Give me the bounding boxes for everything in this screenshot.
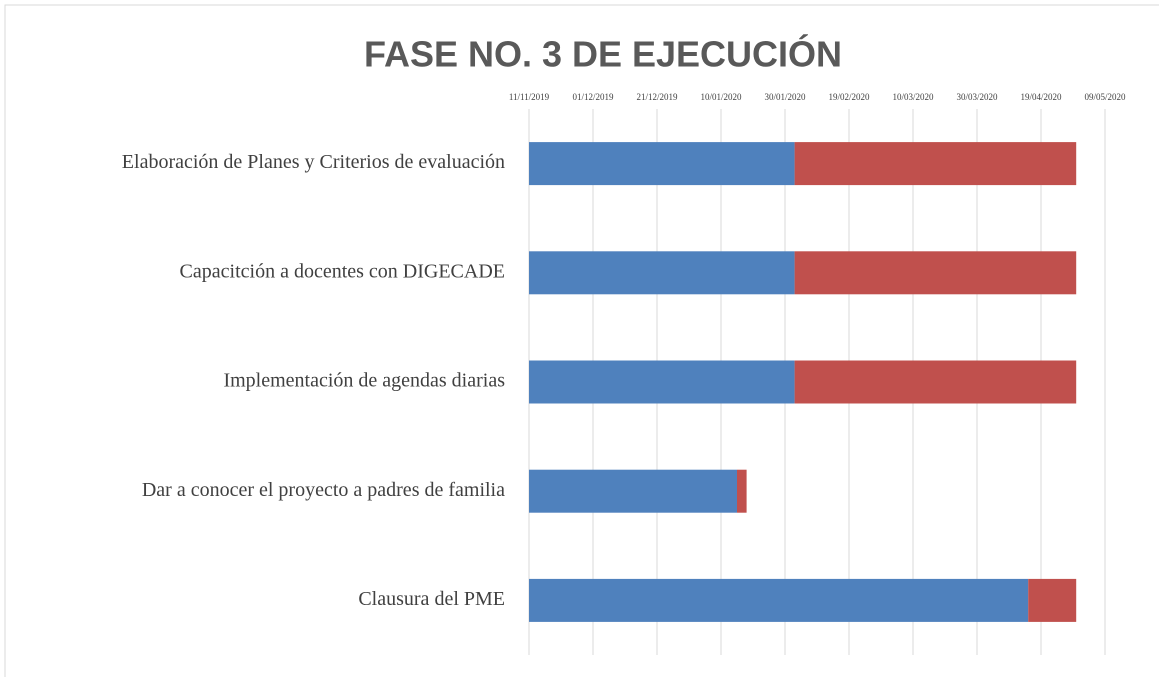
bar-segment xyxy=(1028,578,1077,622)
bar-segment xyxy=(737,469,747,513)
bar-segment xyxy=(529,360,795,404)
x-tick-label: 19/04/2020 xyxy=(1020,92,1062,102)
bar-segment xyxy=(529,251,795,295)
category-label: Clausura del PME xyxy=(358,588,505,610)
x-tick-label: 30/03/2020 xyxy=(956,92,998,102)
x-tick-label: 19/02/2020 xyxy=(828,92,870,102)
x-tick-label: 10/03/2020 xyxy=(892,92,934,102)
x-tick-label: 30/01/2020 xyxy=(764,92,806,102)
category-label: Dar a conocer el proyecto a padres de fa… xyxy=(142,479,505,501)
x-tick-label: 11/11/2019 xyxy=(509,92,550,102)
category-label: Capacitción a docentes con DIGECADE xyxy=(180,260,505,282)
x-tick-label: 09/05/2020 xyxy=(1084,92,1126,102)
category-label: Elaboración de Planes y Criterios de eva… xyxy=(122,151,505,173)
x-tick-label: 01/12/2019 xyxy=(572,92,614,102)
bar-segment xyxy=(794,251,1077,295)
bar-segment xyxy=(794,142,1077,186)
x-tick-label: 21/12/2019 xyxy=(636,92,678,102)
bar-segment xyxy=(529,578,1029,622)
chart-title: FASE NO. 3 DE EJECUCIÓN xyxy=(364,33,842,75)
x-tick-label: 10/01/2020 xyxy=(700,92,742,102)
bar-segment xyxy=(529,469,737,513)
bar-segment xyxy=(794,360,1077,404)
chart-frame xyxy=(4,4,1159,677)
category-label: Implementación de agendas diarias xyxy=(223,370,505,392)
bar-segment xyxy=(529,142,795,186)
